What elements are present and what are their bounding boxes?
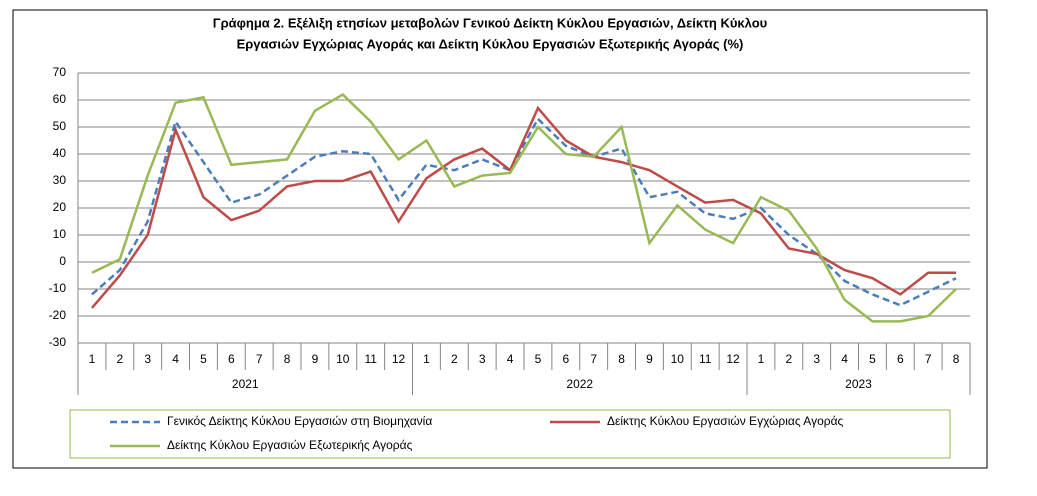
x-tick-label: 3 <box>479 352 486 366</box>
y-tick-label: -10 <box>49 281 67 295</box>
x-tick-label: 9 <box>312 352 319 366</box>
x-tick-label: 8 <box>953 352 960 366</box>
x-tick-label: 4 <box>172 352 179 366</box>
x-tick-label: 3 <box>144 352 151 366</box>
y-tick-label: 50 <box>53 119 67 133</box>
x-tick-label: 10 <box>336 352 350 366</box>
x-tick-label: 1 <box>423 352 430 366</box>
x-tick-label: 4 <box>841 352 848 366</box>
chart-title: Γράφημα 2. Εξέλιξη ετησίων μεταβολών Γεν… <box>213 15 768 30</box>
x-tick-label: 6 <box>228 352 235 366</box>
y-tick-label: 0 <box>59 254 66 268</box>
x-tick-label: 11 <box>699 352 712 366</box>
y-tick-label: 60 <box>53 92 67 106</box>
y-tick-label: 20 <box>53 200 67 214</box>
x-tick-label: 2 <box>116 352 123 366</box>
x-tick-label: 11 <box>364 352 377 366</box>
x-tick-label: 7 <box>590 352 597 366</box>
y-tick-label: 30 <box>53 173 67 187</box>
x-tick-label: 7 <box>925 352 932 366</box>
x-tick-label: 5 <box>869 352 876 366</box>
x-tick-label: 1 <box>758 352 765 366</box>
x-tick-label: 10 <box>671 352 685 366</box>
y-tick-label: 40 <box>53 146 67 160</box>
legend-box <box>69 409 951 459</box>
x-tick-label: 9 <box>646 352 653 366</box>
chart-border <box>12 9 988 469</box>
y-tick-label: -20 <box>49 308 67 322</box>
series-line <box>91 116 957 307</box>
x-group-label: 2022 <box>566 377 593 391</box>
x-group-label: 2021 <box>232 377 259 391</box>
x-tick-label: 12 <box>726 352 740 366</box>
x-tick-label: 8 <box>618 352 625 366</box>
legend-label: Δείκτης Κύκλου Εργασιών Εξωτερικής Αγορά… <box>167 438 413 452</box>
chart-title: Εργασιών Εγχώριας Αγοράς και Δείκτη Κύκλ… <box>237 36 744 51</box>
legend-label: Δείκτης Κύκλου Εργασιών Εγχώριας Αγοράς <box>607 414 844 428</box>
x-tick-label: 2 <box>785 352 792 366</box>
series-line <box>91 93 957 323</box>
x-tick-label: 8 <box>284 352 291 366</box>
legend-label: Γενικός Δείκτης Κύκλου Εργασιών στη Βιομ… <box>167 414 432 428</box>
x-tick-label: 2 <box>451 352 458 366</box>
y-tick-label: 10 <box>53 227 67 241</box>
x-tick-label: 3 <box>813 352 820 366</box>
x-tick-label: 12 <box>392 352 406 366</box>
y-tick-label: -30 <box>49 335 67 349</box>
series-line <box>90 105 957 309</box>
x-tick-label: 6 <box>897 352 904 366</box>
y-tick-label: 70 <box>53 65 67 79</box>
x-tick-label: 4 <box>507 352 514 366</box>
x-tick-label: 6 <box>562 352 569 366</box>
x-tick-label: 5 <box>535 352 542 366</box>
x-tick-label: 5 <box>200 352 207 366</box>
x-group-label: 2023 <box>845 377 872 391</box>
x-tick-label: 7 <box>256 352 263 366</box>
x-tick-label: 1 <box>89 352 96 366</box>
